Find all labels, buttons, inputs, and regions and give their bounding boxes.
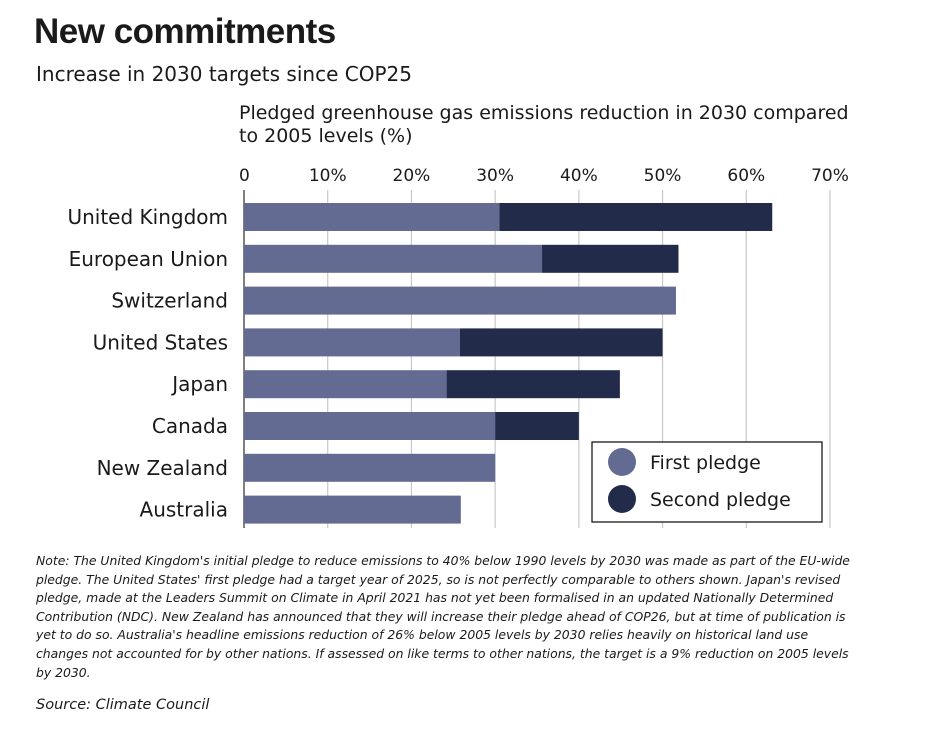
- bar-first-pledge: [244, 286, 676, 315]
- chart-subtitle: Increase in 2030 targets since COP25: [36, 62, 412, 86]
- category-labels: United Kingdom European Union Switzerland U…: [67, 205, 228, 522]
- category-label: Japan: [170, 372, 228, 396]
- legend-swatch-first-pledge: [608, 448, 636, 476]
- bar-first-pledge: [244, 412, 496, 440]
- legend-label-second-pledge: Second pledge: [650, 489, 791, 511]
- footnote: Note: The United Kingdom's initial pledg…: [36, 553, 850, 680]
- source-credit: Source: Climate Council: [36, 697, 210, 713]
- bar-first-pledge: [244, 244, 543, 273]
- x-tick-label: 70%: [811, 166, 849, 186]
- x-tick-label: 10%: [309, 166, 347, 186]
- category-label: United Kingdom: [67, 205, 228, 229]
- bar-second-pledge: [495, 412, 579, 440]
- bar-first-pledge: [244, 203, 500, 231]
- bar-second-pledge: [499, 203, 773, 231]
- bar-first-pledge: [244, 370, 447, 399]
- bar-first-pledge: [244, 453, 496, 482]
- x-tick-label: 30%: [476, 166, 514, 186]
- category-label: New Zealand: [97, 456, 228, 480]
- bar-second-pledge: [446, 370, 620, 399]
- bar-second-pledge: [459, 328, 663, 357]
- x-axis-title: Pledged greenhouse gas emissions reducti…: [239, 102, 849, 147]
- x-tick-label: 0: [239, 166, 250, 186]
- legend-label-first-pledge: First pledge: [650, 452, 761, 474]
- bars: [244, 203, 773, 524]
- legend: First pledge Second pledge: [591, 441, 823, 523]
- chart-title: New commitments: [34, 12, 336, 51]
- bar-first-pledge: [244, 495, 461, 524]
- x-tick-label: 60%: [727, 166, 765, 186]
- category-label: Switzerland: [111, 289, 228, 313]
- category-label: Canada: [152, 414, 228, 438]
- legend-swatch-second-pledge: [608, 485, 636, 513]
- category-label: Australia: [140, 498, 228, 522]
- x-tick-label: 50%: [644, 166, 682, 186]
- x-tick-label: 40%: [560, 166, 598, 186]
- category-label: European Union: [69, 247, 228, 271]
- bar-second-pledge: [542, 244, 679, 273]
- category-label: United States: [93, 330, 228, 354]
- bar-first-pledge: [244, 328, 460, 357]
- x-axis-ticks: 0 10% 20% 30% 40% 50% 60% 70%: [239, 166, 849, 186]
- stacked-bar-chart: 0 10% 20% 30% 40% 50% 60% 70% United Kingdom Eur…: [67, 166, 849, 528]
- x-tick-label: 20%: [393, 166, 431, 186]
